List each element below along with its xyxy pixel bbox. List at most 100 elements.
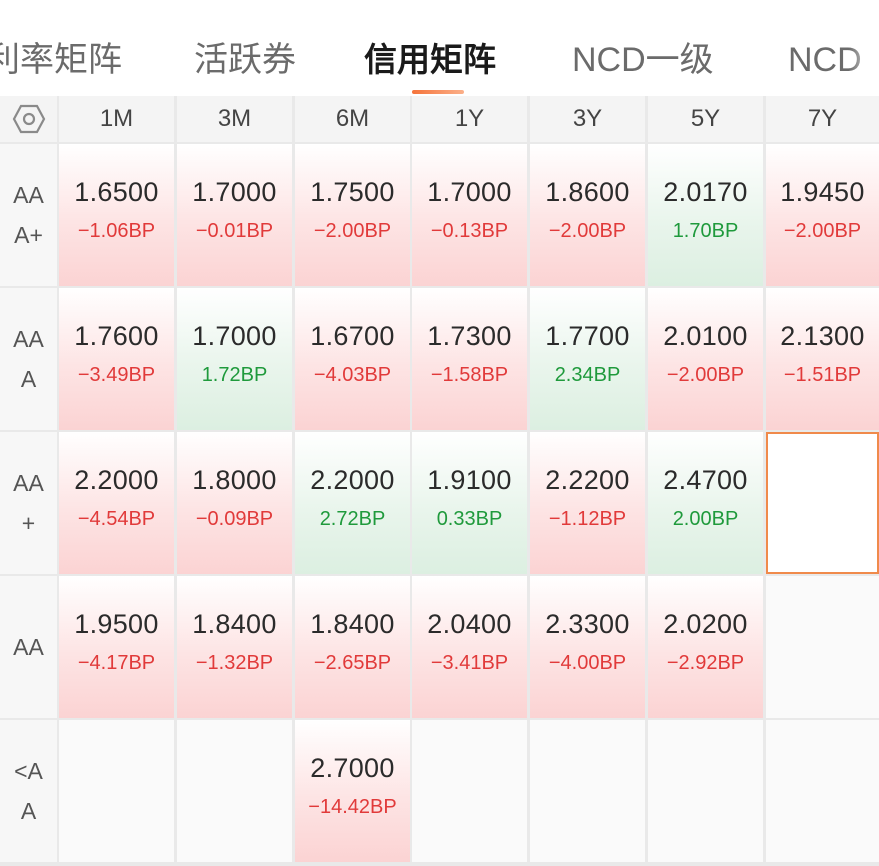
matrix-cell[interactable]: 1.8000 −0.09BP xyxy=(177,432,292,574)
matrix-cell[interactable]: 2.4700 2.00BP xyxy=(648,432,763,574)
yield-value: 2.0170 xyxy=(663,177,748,207)
matrix-cell[interactable] xyxy=(648,720,763,862)
bp-change: −2.00BP xyxy=(783,220,862,242)
yield-value: 2.2200 xyxy=(545,465,630,495)
bp-change: 1.72BP xyxy=(201,364,268,386)
yield-value: 1.8400 xyxy=(310,609,395,639)
bp-change: −1.58BP xyxy=(430,364,509,386)
matrix-cell[interactable]: 1.7000 −0.13BP xyxy=(412,144,527,286)
yield-value: 1.9500 xyxy=(74,609,159,639)
bp-change: −1.32BP xyxy=(195,652,274,674)
matrix-cell[interactable]: 1.8600 −2.00BP xyxy=(530,144,645,286)
matrix-cell[interactable]: 1.7500 −2.00BP xyxy=(295,144,410,286)
matrix-cell[interactable] xyxy=(412,720,527,862)
matrix-cell[interactable]: 1.9450 −2.00BP xyxy=(766,144,879,286)
matrix-cell[interactable] xyxy=(530,720,645,862)
bp-change: −4.00BP xyxy=(548,652,627,674)
bp-change: −3.41BP xyxy=(430,652,509,674)
matrix-cell[interactable]: 1.7000 −0.01BP xyxy=(177,144,292,286)
yield-value: 2.4700 xyxy=(663,465,748,495)
yield-value: 1.7000 xyxy=(192,177,277,207)
row-label: AA A+ xyxy=(0,144,57,286)
yield-value: 1.8400 xyxy=(192,609,277,639)
bp-change: −2.92BP xyxy=(666,652,745,674)
yield-value: 1.6500 xyxy=(74,177,159,207)
matrix-cell[interactable]: 2.0400 −3.41BP xyxy=(412,576,527,718)
bp-change: −1.51BP xyxy=(783,364,862,386)
column-header-3m: 3M xyxy=(177,96,292,142)
bp-change: −4.03BP xyxy=(313,364,392,386)
yield-value: 1.7700 xyxy=(545,321,630,351)
matrix-cell[interactable]: 2.1300 −1.51BP xyxy=(766,288,879,430)
yield-value: 1.8600 xyxy=(545,177,630,207)
hexagon-settings-icon[interactable] xyxy=(0,96,57,142)
bp-change: 2.34BP xyxy=(554,364,621,386)
top-strip xyxy=(0,0,879,22)
column-header-5y: 5Y xyxy=(648,96,763,142)
bp-change: −3.49BP xyxy=(77,364,156,386)
matrix-cell[interactable] xyxy=(59,720,174,862)
row-label: AA xyxy=(0,576,57,718)
yield-value: 1.6700 xyxy=(310,321,395,351)
bp-change: −4.17BP xyxy=(77,652,156,674)
bp-change: −14.42BP xyxy=(308,796,397,818)
row-label: AA + xyxy=(0,432,57,574)
matrix-cell[interactable]: 2.3300 −4.00BP xyxy=(530,576,645,718)
matrix-cell[interactable]: 1.7700 2.34BP xyxy=(530,288,645,430)
yield-value: 1.9450 xyxy=(780,177,865,207)
bp-change: 0.33BP xyxy=(436,508,503,530)
yield-value: 2.0100 xyxy=(663,321,748,351)
yield-value: 1.9100 xyxy=(427,465,512,495)
matrix-cell[interactable]: 2.0200 −2.92BP xyxy=(648,576,763,718)
tab-fade xyxy=(849,22,879,96)
matrix-cell[interactable]: 1.9500 −4.17BP xyxy=(59,576,174,718)
bp-change: −1.12BP xyxy=(548,508,627,530)
matrix-cell[interactable]: 1.9100 0.33BP xyxy=(412,432,527,574)
matrix-cell[interactable]: 2.0170 1.70BP xyxy=(648,144,763,286)
tab-credit-matrix[interactable]: 信用矩阵 xyxy=(364,40,496,79)
matrix-cell[interactable]: 2.2000 −4.54BP xyxy=(59,432,174,574)
yield-value: 1.7500 xyxy=(310,177,395,207)
bp-change: 2.72BP xyxy=(319,508,386,530)
matrix-cell[interactable]: 1.7000 1.72BP xyxy=(177,288,292,430)
column-header-6m: 6M xyxy=(295,96,410,142)
matrix-cell[interactable]: 1.7300 −1.58BP xyxy=(412,288,527,430)
matrix-cell[interactable] xyxy=(766,576,879,718)
matrix-cell[interactable] xyxy=(766,720,879,862)
bp-change: −2.00BP xyxy=(666,364,745,386)
matrix-cell[interactable]: 2.2000 2.72BP xyxy=(295,432,410,574)
yield-value: 2.0200 xyxy=(663,609,748,639)
yield-value: 1.7000 xyxy=(427,177,512,207)
bp-change: −2.00BP xyxy=(548,220,627,242)
bp-change: −1.06BP xyxy=(77,220,156,242)
matrix-cell[interactable]: 1.8400 −2.65BP xyxy=(295,576,410,718)
yield-value: 1.7300 xyxy=(427,321,512,351)
matrix-cell[interactable]: 2.0100 −2.00BP xyxy=(648,288,763,430)
matrix-cell[interactable]: 1.7600 −3.49BP xyxy=(59,288,174,430)
yield-value: 1.7600 xyxy=(74,321,159,351)
bp-change: −0.13BP xyxy=(430,220,509,242)
tab-active-bonds[interactable]: 活跃券 xyxy=(194,41,296,79)
matrix-cell[interactable] xyxy=(177,720,292,862)
yield-value: 1.8000 xyxy=(192,465,277,495)
bp-change: −0.09BP xyxy=(195,508,274,530)
yield-value: 2.3300 xyxy=(545,609,630,639)
tab-rate-matrix[interactable]: 利率矩阵 xyxy=(0,41,122,79)
yield-value: 2.7000 xyxy=(310,753,395,783)
matrix-cell[interactable]: 1.6500 −1.06BP xyxy=(59,144,174,286)
column-header-1y: 1Y xyxy=(412,96,527,142)
row-label: <A A xyxy=(0,720,57,862)
bp-change: 1.70BP xyxy=(672,220,739,242)
tab-bar: 利率矩阵 活跃券 信用矩阵 NCD一级 NCD xyxy=(0,22,879,96)
yield-value: 2.2000 xyxy=(310,465,395,495)
matrix-cell-selected[interactable] xyxy=(766,432,879,574)
matrix-cell[interactable]: 2.7000 −14.42BP xyxy=(295,720,410,862)
column-header-3y: 3Y xyxy=(530,96,645,142)
column-header-1m: 1M xyxy=(59,96,174,142)
tab-ncd-primary[interactable]: NCD一级 xyxy=(572,41,714,79)
matrix-cell[interactable]: 2.2200 −1.12BP xyxy=(530,432,645,574)
row-label: AA A xyxy=(0,288,57,430)
yield-value: 2.1300 xyxy=(780,321,865,351)
matrix-cell[interactable]: 1.6700 −4.03BP xyxy=(295,288,410,430)
matrix-cell[interactable]: 1.8400 −1.32BP xyxy=(177,576,292,718)
